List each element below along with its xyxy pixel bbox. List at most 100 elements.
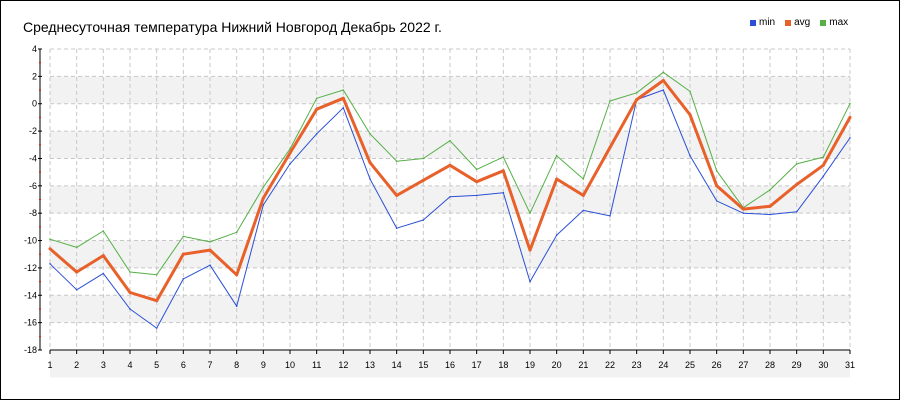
data-point-avg — [795, 182, 799, 186]
data-point-max — [395, 160, 398, 162]
data-point-avg — [421, 178, 425, 182]
y-tick-label: -18 — [24, 345, 37, 355]
data-point-min — [555, 234, 558, 236]
y-tick-label: -12 — [24, 263, 37, 273]
legend-swatch — [820, 19, 827, 26]
data-point-max — [502, 156, 505, 158]
legend: min avg max — [750, 17, 848, 28]
x-tick-label: 5 — [154, 360, 159, 370]
data-point-max — [182, 235, 185, 238]
legend-label: avg — [794, 17, 811, 28]
x-tick-label: 11 — [312, 360, 321, 370]
y-tick-label: -4 — [29, 153, 37, 163]
x-tick-label: 21 — [578, 360, 588, 370]
y-tick-label: 2 — [32, 71, 37, 81]
x-tick-label: 15 — [418, 360, 428, 370]
x-tick-label: 7 — [207, 360, 212, 370]
data-point-min — [395, 227, 398, 230]
data-point-max — [609, 100, 611, 102]
data-point-min — [769, 213, 771, 216]
data-point-max — [262, 186, 265, 188]
data-point-avg — [155, 299, 159, 303]
data-point-min — [369, 178, 371, 180]
y-tick-label: -6 — [29, 181, 37, 191]
data-point-avg — [688, 113, 692, 117]
data-point-min — [849, 137, 851, 139]
data-point-max — [449, 139, 451, 142]
data-point-max — [689, 90, 691, 93]
x-tick-label: 22 — [605, 360, 615, 370]
data-point-min — [75, 289, 78, 291]
data-point-avg — [528, 248, 532, 252]
legend-swatch — [750, 19, 756, 26]
data-point-min — [689, 154, 691, 157]
data-point-min — [262, 204, 265, 206]
x-tick-label: 13 — [365, 360, 375, 370]
data-point-max — [289, 148, 291, 150]
data-point-max — [49, 238, 51, 240]
data-point-avg — [581, 193, 585, 197]
data-point-max — [155, 273, 158, 276]
data-point-max — [715, 169, 718, 172]
data-point-min — [155, 327, 158, 329]
data-point-avg — [448, 163, 452, 167]
data-point-min — [475, 194, 478, 197]
data-point-max — [102, 230, 105, 232]
data-point-avg — [101, 254, 105, 258]
data-point-min — [449, 195, 451, 198]
x-tick-label: 16 — [445, 360, 455, 370]
data-point-avg — [48, 247, 52, 251]
x-tick-label: 6 — [181, 360, 186, 370]
data-point-max — [422, 157, 425, 160]
y-tick-label: 4 — [32, 44, 37, 54]
data-point-max — [822, 156, 825, 158]
data-point-avg — [261, 196, 265, 200]
y-tick-label: -16 — [24, 318, 37, 328]
data-point-max — [582, 178, 585, 180]
data-point-avg — [75, 270, 79, 274]
data-point-max — [342, 89, 345, 91]
x-tick-label: 23 — [632, 360, 642, 370]
x-tick-label: 9 — [261, 360, 266, 370]
data-point-avg — [341, 96, 345, 100]
grid-band — [50, 350, 850, 378]
x-tick-label: 3 — [101, 360, 106, 370]
x-tick-label: 10 — [285, 360, 295, 370]
data-point-min — [49, 263, 51, 265]
x-tick-label: 25 — [685, 360, 695, 370]
x-tick-label: 28 — [765, 360, 775, 370]
data-point-max — [529, 212, 531, 214]
legend-item-min: min — [750, 17, 775, 28]
data-point-avg — [661, 78, 665, 82]
data-point-min — [502, 191, 505, 194]
data-point-avg — [475, 180, 479, 184]
data-point-avg — [235, 273, 239, 277]
data-point-min — [209, 264, 211, 266]
x-tick-label: 17 — [472, 360, 482, 370]
x-tick-label: 18 — [498, 360, 508, 370]
chart-title: Среднесуточная температура Нижний Новгор… — [23, 19, 442, 35]
x-tick-label: 2 — [74, 360, 79, 370]
data-point-avg — [288, 151, 292, 155]
data-point-max — [235, 231, 238, 234]
data-point-max — [849, 102, 851, 105]
data-point-min — [795, 211, 798, 213]
data-point-min — [289, 163, 291, 165]
data-point-avg — [315, 107, 319, 111]
x-tick-label: 4 — [127, 360, 132, 370]
data-point-avg — [715, 184, 719, 188]
data-point-avg — [821, 163, 825, 167]
data-point-max — [635, 91, 638, 94]
data-point-min — [235, 305, 238, 308]
data-point-max — [795, 163, 798, 165]
legend-swatch — [785, 19, 792, 26]
x-tick-label: 29 — [792, 360, 802, 370]
data-point-max — [129, 271, 131, 273]
data-point-max — [662, 71, 665, 74]
data-point-max — [209, 241, 211, 243]
y-tick-label: -10 — [24, 236, 37, 246]
y-tick-label: 0 — [32, 99, 37, 109]
data-point-avg — [128, 291, 132, 295]
